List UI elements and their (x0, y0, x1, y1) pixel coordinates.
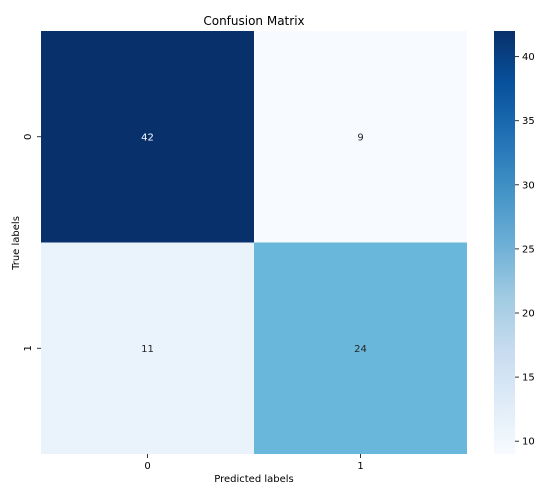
x-tick-label: 1 (357, 461, 363, 472)
heatmap-cell (254, 242, 467, 454)
colorbar-tick-label: 20 (522, 309, 535, 320)
heatmap-cell (41, 242, 254, 454)
y-tick-label: 1 (23, 345, 34, 351)
colorbar-tick-label: 15 (522, 373, 535, 384)
cell-value-label: 24 (354, 344, 367, 355)
colorbar-tick-label: 40 (522, 52, 535, 63)
colorbar (494, 31, 515, 454)
y-axis-label: True labels (11, 216, 22, 271)
heatmap-cells (41, 31, 467, 454)
cell-annotations: 42 9 11 24 (141, 132, 367, 355)
x-axis-label: Predicted labels (214, 474, 294, 485)
colorbar-tick-label: 30 (522, 180, 535, 191)
x-tick-label: 0 (144, 461, 150, 472)
y-tick-label: 0 (23, 134, 34, 140)
colorbar-tick-label: 35 (522, 116, 535, 127)
chart-title: Confusion Matrix (203, 14, 304, 28)
heatmap-cell (254, 31, 467, 243)
colorbar-tick-label: 10 (522, 437, 535, 448)
cell-value-label: 42 (141, 132, 154, 143)
colorbar-tick-label: 25 (522, 244, 535, 255)
y-axis-ticks: 01 (23, 134, 41, 351)
colorbar-ticks: 10 15 20 25 30 35 40 (515, 52, 535, 448)
cell-value-label: 9 (357, 132, 363, 143)
cell-value-label: 11 (141, 344, 154, 355)
heatmap-cell (41, 31, 254, 243)
